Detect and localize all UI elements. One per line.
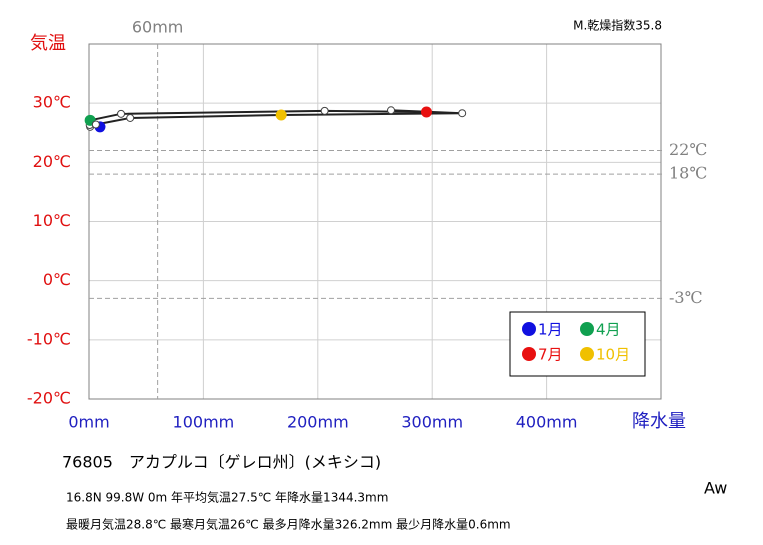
climate-class: Aw: [704, 479, 727, 498]
legend-marker: [522, 347, 536, 361]
dryness-index: M.乾燥指数35.8: [573, 18, 662, 33]
reference-label: -3℃: [669, 288, 702, 307]
info-line: 16.8N 99.8W 0m 年平均気温27.5℃ 年降水量1344.3mm: [66, 490, 388, 505]
legend-box: [509, 311, 646, 377]
month-point: [117, 109, 126, 118]
plot-frame: [88, 43, 662, 400]
x-tick-label: 100mm: [173, 413, 235, 432]
legend-label: 1月: [538, 321, 563, 339]
y-tick-label: 30℃: [33, 93, 71, 112]
station-title: 76805 アカプルコ〔ゲレロ州〕(メキシコ): [62, 453, 381, 472]
x-axis-label: 降水量: [632, 411, 686, 432]
month-point: [320, 106, 329, 115]
legend-marker: [580, 347, 594, 361]
y-tick-label: -20℃: [27, 389, 71, 408]
info-line: 最暖月気温28.8℃ 最寒月気温26℃ 最多月降水量326.2mm 最少月降水量…: [66, 517, 511, 532]
legend-label: 10月: [596, 346, 630, 364]
y-tick-label: -10℃: [27, 329, 71, 348]
x-tick-label: 300mm: [401, 413, 463, 432]
legend-label: 4月: [596, 321, 621, 339]
y-tick-label: 20℃: [33, 152, 71, 171]
legend-label: 7月: [538, 346, 563, 364]
reference-label: 60mm: [132, 18, 184, 37]
reference-label: 22℃: [669, 140, 707, 159]
month-point: [91, 120, 100, 129]
month-point: [387, 106, 396, 115]
x-tick-label: 400mm: [516, 413, 578, 432]
y-axis-label: 気温: [30, 33, 66, 54]
reference-label: 18℃: [669, 164, 707, 183]
month-point: [126, 113, 135, 122]
month-point: [458, 109, 467, 118]
x-tick-label: 200mm: [287, 413, 349, 432]
x-tick-label: 0mm: [68, 413, 109, 432]
month-point: [420, 106, 432, 118]
y-tick-label: 0℃: [43, 270, 71, 289]
legend-marker: [522, 322, 536, 336]
month-point: [275, 109, 287, 121]
y-tick-label: 10℃: [33, 211, 71, 230]
legend-marker: [580, 322, 594, 336]
